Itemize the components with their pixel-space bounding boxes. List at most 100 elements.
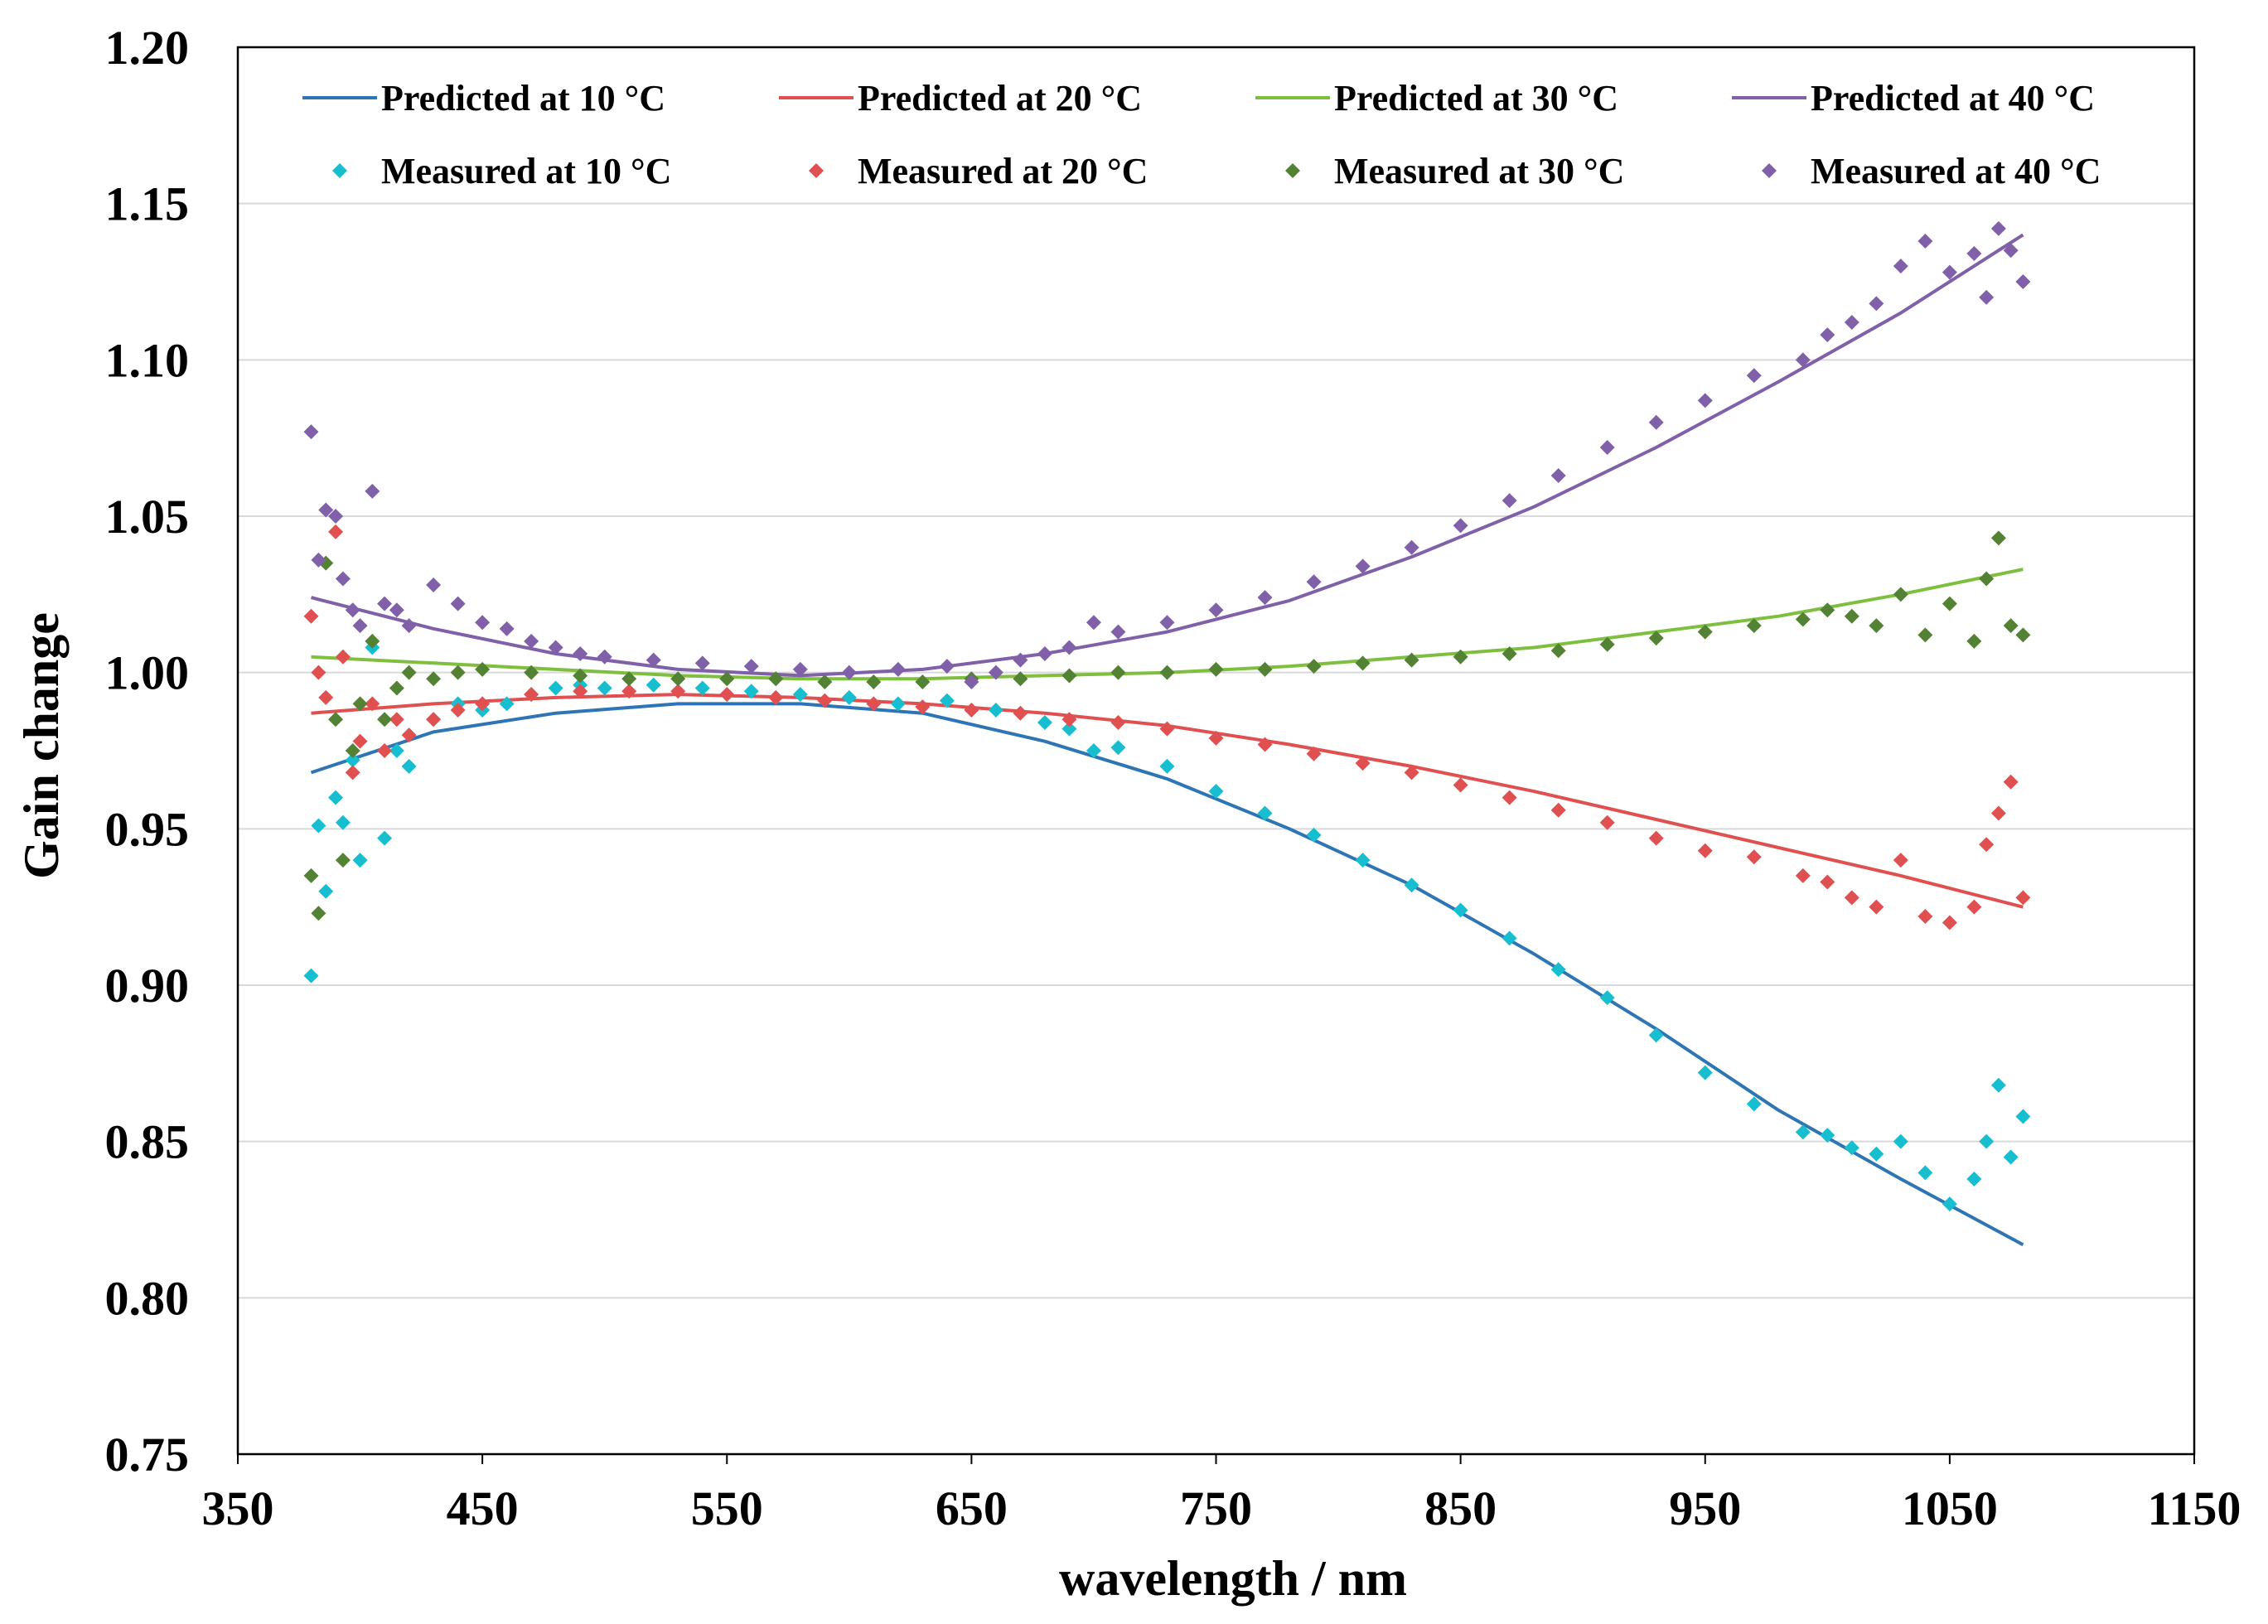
- data-point-measured-at-40-c: [1746, 368, 1762, 384]
- data-point-measured-at-20-c: [670, 684, 686, 699]
- data-point-measured-at-30-c: [866, 674, 882, 689]
- data-point-measured-at-40-c: [1502, 493, 1517, 509]
- data-point-measured-at-30-c: [2003, 618, 2019, 634]
- data-point-measured-at-10-c: [1966, 1171, 1982, 1187]
- data-point-measured-at-20-c: [345, 765, 360, 781]
- data-point-measured-at-10-c: [352, 853, 368, 868]
- data-point-measured-at-20-c: [1648, 830, 1664, 846]
- y-tick-label: 1.20: [105, 21, 190, 75]
- data-point-measured-at-30-c: [1917, 627, 1933, 643]
- data-point-measured-at-20-c: [450, 702, 466, 718]
- y-axis-title: Gain change: [14, 612, 69, 879]
- data-point-measured-at-10-c: [1110, 740, 1126, 756]
- data-point-measured-at-10-c: [1550, 962, 1566, 978]
- data-point-measured-at-40-c: [1990, 220, 2006, 236]
- data-point-measured-at-10-c: [1746, 1096, 1762, 1112]
- data-point-measured-at-40-c: [401, 618, 417, 634]
- data-point-measured-at-20-c: [311, 665, 326, 680]
- data-point-measured-at-30-c: [621, 671, 637, 687]
- data-point-measured-at-40-c: [2015, 274, 2031, 289]
- data-point-measured-at-40-c: [1257, 590, 1273, 606]
- legend-label-measured-at-20-c: Measured at 20 °C: [858, 151, 1148, 191]
- data-point-measured-at-20-c: [1869, 899, 1884, 915]
- data-point-measured-at-40-c: [499, 621, 515, 636]
- data-point-measured-at-30-c: [311, 906, 326, 921]
- data-point-measured-at-10-c: [939, 693, 955, 708]
- data-point-measured-at-30-c: [1820, 602, 1835, 618]
- data-point-measured-at-10-c: [2003, 1149, 2019, 1165]
- data-point-measured-at-20-c: [352, 733, 368, 749]
- data-point-measured-at-40-c: [2003, 243, 2019, 259]
- data-point-measured-at-10-c: [328, 790, 344, 805]
- data-point-measured-at-20-c: [318, 689, 334, 705]
- data-point-measured-at-30-c: [915, 674, 931, 689]
- legend-label-predicted-at-10-c: Predicted at 10 °C: [381, 78, 665, 118]
- data-point-measured-at-30-c: [1159, 665, 1175, 680]
- data-point-measured-at-30-c: [719, 671, 735, 687]
- data-point-measured-at-30-c: [768, 671, 784, 687]
- data-point-measured-at-10-c: [1404, 877, 1419, 893]
- data-point-measured-at-20-c: [915, 699, 931, 715]
- data-point-measured-at-30-c: [328, 712, 344, 727]
- data-point-measured-at-10-c: [743, 684, 759, 699]
- data-point-measured-at-40-c: [1820, 327, 1835, 343]
- data-point-measured-at-20-c: [2003, 774, 2019, 790]
- data-point-measured-at-20-c: [719, 687, 735, 703]
- data-point-measured-at-20-c: [1257, 737, 1273, 752]
- data-point-measured-at-10-c: [1648, 1027, 1664, 1043]
- data-point-measured-at-40-c: [450, 596, 466, 611]
- data-point-measured-at-10-c: [1599, 990, 1615, 1006]
- data-point-measured-at-40-c: [1404, 539, 1419, 555]
- data-point-measured-at-40-c: [303, 424, 319, 440]
- data-point-measured-at-20-c: [401, 727, 417, 743]
- x-tick-label: 650: [936, 1481, 1008, 1535]
- data-point-measured-at-20-c: [2015, 890, 2031, 906]
- data-point-measured-at-40-c: [743, 659, 759, 674]
- data-point-measured-at-10-c: [318, 883, 334, 899]
- data-point-measured-at-20-c: [1990, 805, 2006, 821]
- data-point-measured-at-40-c: [318, 502, 334, 518]
- data-point-measured-at-10-c: [1159, 758, 1175, 774]
- data-point-measured-at-20-c: [1061, 712, 1077, 727]
- data-point-measured-at-20-c: [328, 524, 344, 539]
- data-point-measured-at-10-c: [335, 814, 351, 830]
- data-point-measured-at-10-c: [1355, 853, 1371, 868]
- plot-area: [303, 220, 2031, 1246]
- data-point-measured-at-20-c: [1820, 874, 1835, 890]
- data-point-measured-at-30-c: [1355, 655, 1371, 671]
- legend-swatch-measured-at-10-c: [332, 163, 347, 178]
- data-point-measured-at-20-c: [817, 693, 833, 708]
- data-point-measured-at-20-c: [1550, 802, 1566, 818]
- data-point-measured-at-30-c: [1599, 636, 1615, 652]
- data-point-measured-at-10-c: [646, 677, 661, 693]
- data-point-measured-at-40-c: [1159, 615, 1175, 631]
- data-point-measured-at-20-c: [573, 684, 588, 699]
- data-point-measured-at-20-c: [335, 649, 351, 665]
- x-tick-label: 350: [202, 1481, 274, 1535]
- data-point-measured-at-10-c: [1037, 715, 1052, 731]
- data-point-measured-at-10-c: [1502, 930, 1517, 946]
- data-point-measured-at-40-c: [890, 661, 906, 677]
- data-point-measured-at-20-c: [1306, 746, 1322, 761]
- data-point-measured-at-10-c: [1990, 1077, 2006, 1093]
- data-point-measured-at-30-c: [389, 680, 404, 696]
- data-point-measured-at-30-c: [817, 674, 833, 689]
- data-point-measured-at-30-c: [1966, 633, 1982, 649]
- data-point-measured-at-30-c: [401, 665, 417, 680]
- data-point-measured-at-20-c: [1942, 915, 1957, 930]
- data-point-measured-at-40-c: [988, 665, 1003, 680]
- data-point-measured-at-40-c: [365, 483, 380, 499]
- data-point-measured-at-40-c: [524, 633, 539, 649]
- data-point-measured-at-10-c: [1893, 1133, 1908, 1149]
- data-point-measured-at-10-c: [401, 758, 417, 774]
- data-point-measured-at-20-c: [768, 689, 784, 705]
- data-point-measured-at-10-c: [1795, 1124, 1811, 1140]
- x-axis-title: wavelength / nm: [1059, 1551, 1407, 1606]
- data-point-measured-at-20-c: [1502, 790, 1517, 805]
- legend-swatch-measured-at-20-c: [809, 163, 824, 178]
- y-tick-label: 0.80: [105, 1271, 190, 1325]
- data-point-measured-at-10-c: [792, 687, 808, 703]
- data-point-measured-at-30-c: [1697, 624, 1713, 640]
- data-point-measured-at-40-c: [1453, 518, 1468, 534]
- data-point-measured-at-40-c: [694, 655, 710, 671]
